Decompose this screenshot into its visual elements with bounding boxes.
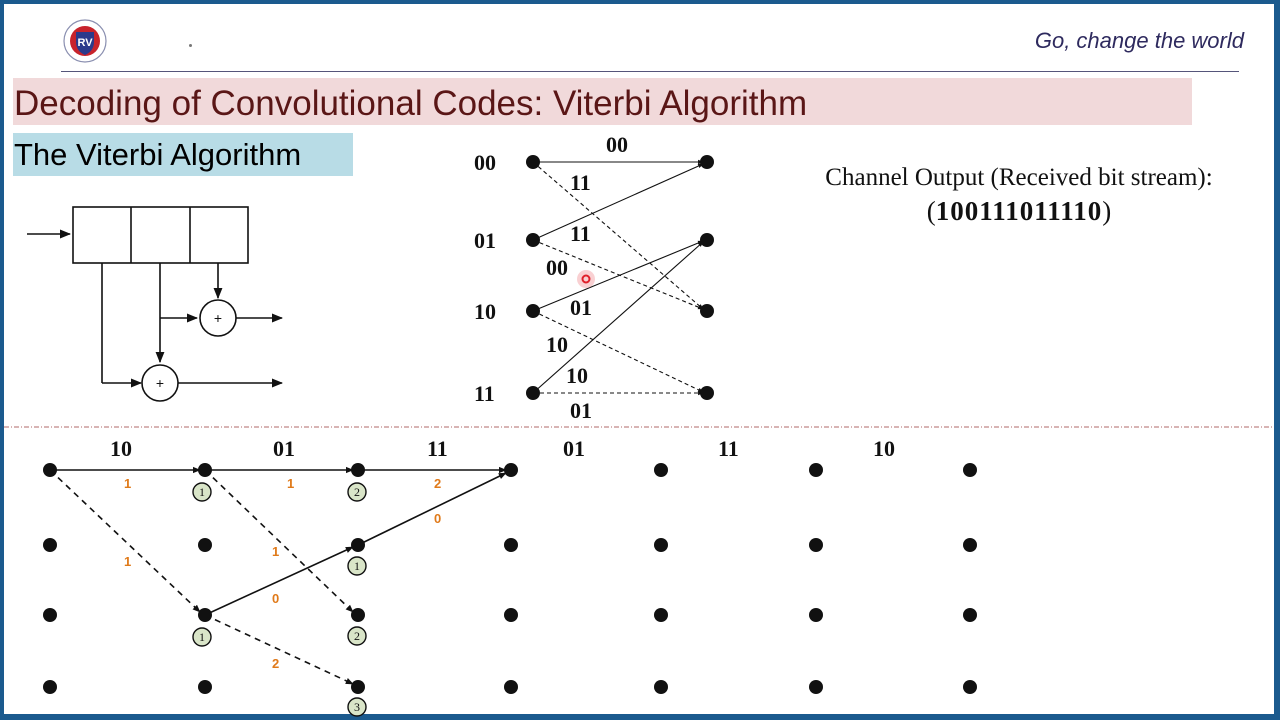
- branch-metric: 1: [124, 476, 131, 491]
- channel-output-value: (100111011110): [926, 196, 1112, 226]
- subtitle-band: [13, 133, 353, 176]
- encoder-diagram: [27, 206, 284, 402]
- received-bits: 100111011110: [935, 196, 1103, 226]
- branch-metric: 1: [287, 476, 294, 491]
- branch-output-label: 00: [546, 255, 568, 280]
- channel-output-label: Channel Output (Received bit stream):: [825, 164, 1213, 191]
- branch-output-label: 11: [570, 221, 591, 246]
- rv-institutions-logo: RV: [63, 19, 107, 63]
- received-pair-label: 11: [718, 436, 739, 461]
- received-pair-label: 10: [110, 436, 132, 461]
- branch-output-label: 11: [570, 170, 591, 195]
- state-label: 11: [474, 381, 495, 406]
- received-pair-label: 11: [427, 436, 448, 461]
- branch-output-label: 01: [570, 398, 592, 423]
- branch-metric: 0: [272, 591, 279, 606]
- path-metric-badge: 2: [354, 485, 360, 499]
- path-metric-badge: 1: [354, 559, 360, 573]
- plus-icon: +: [214, 310, 222, 326]
- slide-subtitle: The Viterbi Algorithm: [14, 137, 302, 172]
- svg-text:RV: RV: [77, 37, 93, 49]
- state-label: 10: [474, 299, 496, 324]
- state-label: 01: [474, 228, 496, 253]
- cursor-highlight: [577, 270, 595, 288]
- path-metric-badge: 1: [199, 630, 205, 644]
- state-trellis: 00 01 10 11 00 11 11 00 01 10 10 01: [474, 132, 714, 423]
- tagline: Go, change the world: [1034, 28, 1244, 53]
- received-pair-label: 10: [873, 436, 895, 461]
- branch-metric: 0: [434, 511, 441, 526]
- branch-output-label: 10: [566, 363, 588, 388]
- branch-metric: 1: [272, 544, 279, 559]
- header-divider: [61, 71, 1239, 72]
- branch-metric: 2: [434, 476, 441, 491]
- branch-output-label: 01: [570, 295, 592, 320]
- plus-icon: +: [156, 375, 164, 391]
- stray-dot: [189, 44, 192, 47]
- path-metric-badge: 3: [354, 700, 360, 714]
- received-pair-label: 01: [563, 436, 585, 461]
- cursor-icon: [581, 274, 591, 284]
- decoding-trellis: 10 01 11 01 11 10 1 1 1 1 0: [43, 436, 977, 717]
- branch-metric: 1: [124, 554, 131, 569]
- title-band: [13, 78, 1192, 125]
- state-label: 00: [474, 150, 496, 175]
- received-pair-label: 01: [273, 436, 295, 461]
- slide-title: Decoding of Convolutional Codes: Viterbi…: [14, 84, 808, 123]
- path-metric-badge: 1: [199, 485, 205, 499]
- path-metric-badge: 2: [354, 629, 360, 643]
- branch-metric: 2: [272, 656, 279, 671]
- branch-output-label: 00: [606, 132, 628, 157]
- branch-output-label: 10: [546, 332, 568, 357]
